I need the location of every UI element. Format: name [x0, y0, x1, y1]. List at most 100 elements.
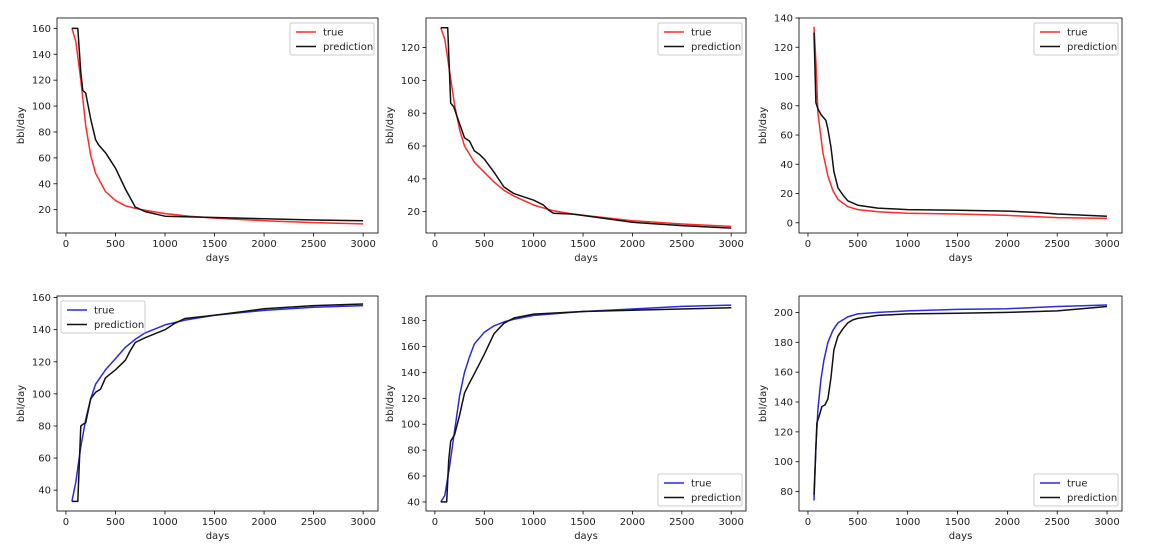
chart-panel-5: 0 500 1000 1500 2000 2500 3000 40 60 80 100 120 140 1…	[385, 295, 747, 542]
y-tick-label: 20	[407, 207, 420, 218]
legend-label-true: true	[691, 479, 712, 490]
x-tick-label: 3000	[1094, 239, 1119, 250]
series-true-line	[440, 304, 732, 503]
y-tick-label: 60	[407, 472, 420, 483]
legend-label-prediction: prediction	[94, 320, 144, 331]
y-tick-label: 160	[32, 293, 51, 304]
y-tick-label: 80	[780, 101, 793, 112]
y-tick-label: 60	[38, 153, 51, 164]
y-tick-label: 40	[38, 179, 51, 190]
x-axis-label: days	[206, 531, 230, 542]
x-tick-label: 2000	[620, 517, 645, 528]
y-tick-label: 200	[774, 308, 793, 319]
y-tick-label: 0	[787, 218, 793, 229]
y-tick-label: 20	[780, 189, 793, 200]
x-tick-label: 1000	[521, 239, 546, 250]
y-tick-label: 80	[38, 127, 51, 138]
x-axis-label: days	[574, 531, 598, 542]
y-tick-label: 140	[401, 368, 420, 379]
x-tick-label: 2500	[669, 517, 694, 528]
x-axis-label: days	[574, 253, 598, 264]
y-tick-label: 40	[780, 160, 793, 171]
x-tick-label: 3000	[718, 517, 743, 528]
x-tick-label: 2000	[995, 239, 1020, 250]
legend-label-true: true	[94, 306, 115, 317]
y-tick-label: 100	[401, 76, 420, 87]
x-tick-label: 1000	[895, 239, 920, 250]
y-tick-label: 120	[774, 43, 793, 54]
y-tick-label: 40	[407, 497, 420, 508]
y-tick-label: 140	[774, 398, 793, 409]
legend: true prediction	[1033, 473, 1119, 507]
series-prediction-line	[813, 305, 1108, 495]
x-tick-label: 3000	[1094, 517, 1119, 528]
series-true-line	[71, 304, 364, 502]
series-prediction-line	[440, 27, 732, 229]
x-tick-label: 2000	[251, 239, 276, 250]
x-tick-label: 500	[106, 517, 125, 528]
y-axis-label: bbl/day	[385, 385, 396, 422]
legend: true prediction	[657, 22, 743, 56]
x-tick-label: 1500	[945, 239, 970, 250]
x-tick-label: 1000	[152, 517, 177, 528]
x-tick-label: 1500	[945, 517, 970, 528]
y-tick-label: 120	[774, 427, 793, 438]
x-tick-label: 3000	[718, 239, 743, 250]
y-axis-label: bbl/day	[758, 107, 769, 144]
x-tick-label: 2500	[1044, 517, 1069, 528]
x-tick-label: 1000	[521, 517, 546, 528]
series-true-line	[813, 26, 1108, 220]
y-tick-label: 140	[774, 14, 793, 25]
x-tick-label: 2500	[301, 517, 326, 528]
y-tick-label: 80	[780, 487, 793, 498]
x-tick-label: 1500	[570, 239, 595, 250]
y-tick-label: 160	[32, 24, 51, 35]
y-tick-label: 80	[38, 421, 51, 432]
y-tick-label: 160	[401, 342, 420, 353]
y-tick-label: 160	[774, 368, 793, 379]
y-tick-label: 100	[774, 72, 793, 83]
x-tick-label: 500	[475, 239, 494, 250]
x-tick-label: 1500	[202, 517, 227, 528]
legend-label-true: true	[323, 28, 344, 39]
x-tick-label: 0	[63, 239, 69, 250]
plot-area-frame	[798, 17, 1123, 234]
plot-area-frame	[425, 17, 747, 234]
legend-label-prediction: prediction	[691, 42, 741, 53]
x-tick-label: 3000	[350, 517, 375, 528]
x-tick-label: 2000	[995, 517, 1020, 528]
y-tick-label: 140	[32, 50, 51, 61]
legend: true prediction	[657, 473, 743, 507]
y-tick-label: 120	[401, 43, 420, 54]
x-tick-label: 500	[848, 239, 867, 250]
chart-panel-4: 0 500 1000 1500 2000 2500 3000 40 60 80 100 120 140 1…	[16, 293, 379, 542]
legend: true prediction	[60, 300, 146, 334]
x-tick-label: 0	[805, 517, 811, 528]
y-tick-label: 100	[32, 102, 51, 113]
y-tick-label: 100	[774, 457, 793, 468]
x-tick-label: 2000	[251, 517, 276, 528]
series-prediction-line	[71, 27, 364, 222]
y-axis-label: bbl/day	[16, 385, 27, 422]
x-tick-label: 500	[106, 239, 125, 250]
y-tick-label: 40	[38, 486, 51, 497]
plot-area-frame	[798, 295, 1123, 512]
series-true-line	[440, 27, 732, 228]
series-prediction-line	[71, 303, 364, 503]
x-tick-label: 1000	[895, 517, 920, 528]
plot-area-frame	[425, 295, 747, 512]
series-true-line	[813, 304, 1108, 501]
chart-panel-3: 0 500 1000 1500 2000 2500 3000 0 20 40 60 80 100 120 1…	[758, 14, 1123, 264]
y-axis-label: bbl/day	[16, 107, 27, 144]
y-tick-label: 80	[407, 446, 420, 457]
x-tick-label: 2500	[301, 239, 326, 250]
plot-area-frame	[56, 17, 379, 234]
legend-label-prediction: prediction	[691, 493, 741, 504]
legend-label-true: true	[691, 28, 712, 39]
y-tick-label: 40	[407, 174, 420, 185]
y-tick-label: 120	[32, 357, 51, 368]
chart-panel-2: 0 500 1000 1500 2000 2500 3000 20 40 60 80 100 120 da…	[385, 17, 747, 264]
legend-label-true: true	[1067, 479, 1088, 490]
x-axis-label: days	[206, 253, 230, 264]
